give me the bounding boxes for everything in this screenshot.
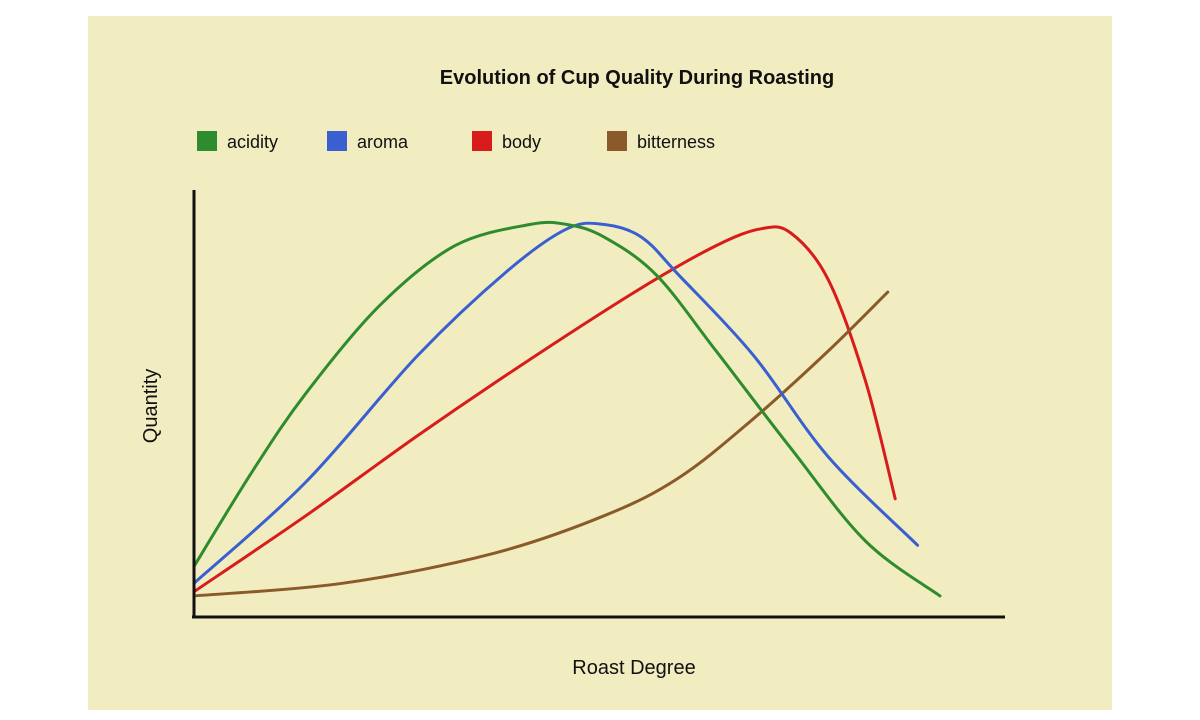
legend-label-body: body <box>502 132 541 152</box>
chart-title: Evolution of Cup Quality During Roasting <box>440 67 834 89</box>
legend-label-bitterness: bitterness <box>637 132 715 152</box>
legend-label-acidity: acidity <box>227 132 278 152</box>
series-line-body <box>192 225 897 594</box>
legend-swatch-acidity <box>197 131 217 151</box>
series-line-bitterness <box>192 290 890 598</box>
legend: acidity aroma body bitterness <box>197 131 715 152</box>
series-line-acidity <box>192 220 942 598</box>
series-line-aroma <box>192 221 920 585</box>
legend-swatch-bitterness <box>607 131 627 151</box>
y-axis-label: Quantity <box>140 369 162 443</box>
x-axis-label: Roast Degree <box>572 657 695 679</box>
series-lines <box>192 220 942 598</box>
legend-swatch-body <box>472 131 492 151</box>
legend-label-aroma: aroma <box>357 132 409 152</box>
chart-background <box>88 16 1112 710</box>
legend-swatch-aroma <box>327 131 347 151</box>
